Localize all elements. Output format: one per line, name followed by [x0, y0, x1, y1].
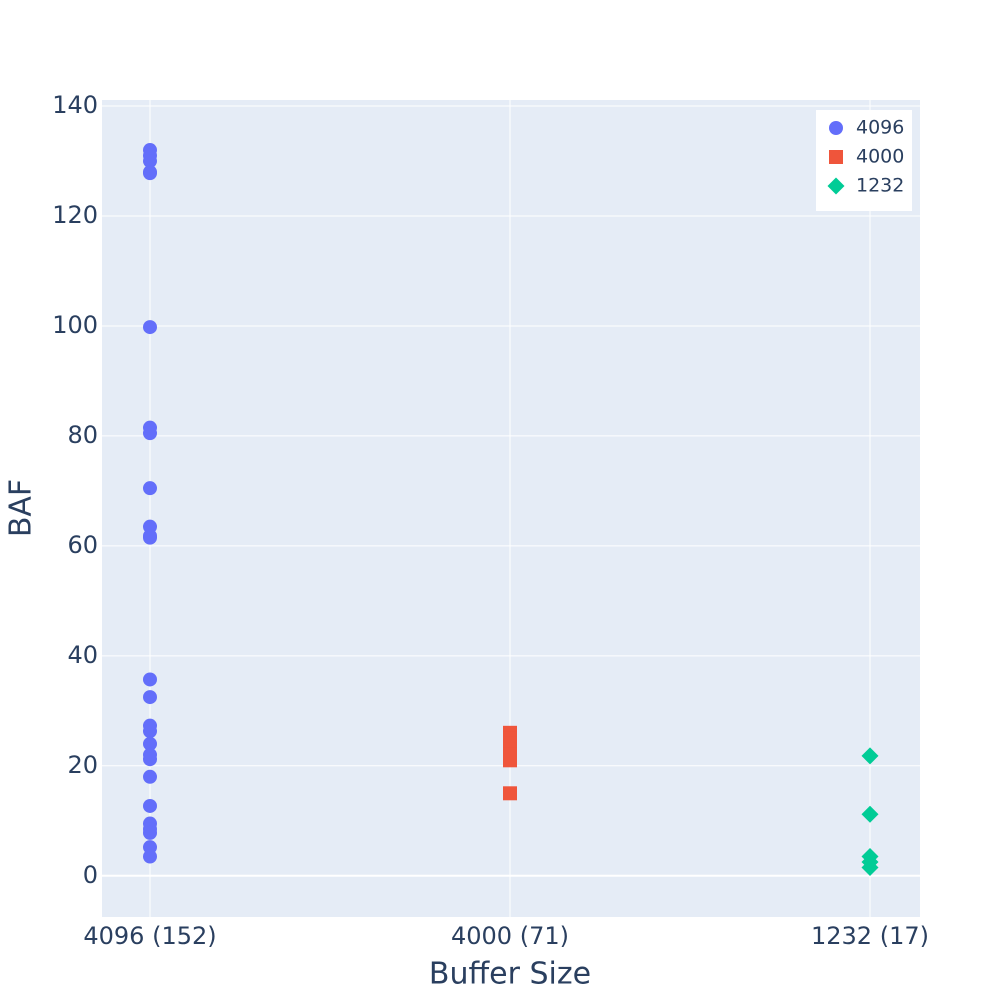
point [143, 849, 157, 864]
point [143, 481, 157, 496]
y-tick-label: 0 [83, 861, 98, 889]
point [143, 690, 157, 705]
point [143, 672, 157, 687]
legend-marker [829, 121, 843, 135]
point [503, 786, 517, 801]
legend-marker [827, 177, 845, 195]
x-tick-label: 1232 (17) [811, 922, 929, 950]
point [143, 769, 157, 784]
series [861, 747, 879, 877]
point [143, 798, 157, 813]
point [503, 753, 517, 768]
legend-label: 1232 [856, 175, 904, 197]
legend-label: 4096 [856, 117, 904, 139]
point [143, 154, 157, 169]
point [143, 752, 157, 767]
point [861, 805, 879, 823]
y-tick-label: 60 [67, 531, 98, 559]
y-tick-label: 40 [67, 641, 98, 669]
y-tick-label: 100 [52, 311, 98, 339]
y-tick-label: 80 [67, 421, 98, 449]
x-axis-title: Buffer Size [429, 957, 591, 992]
point [143, 530, 157, 545]
point [861, 859, 879, 877]
legend-marker [829, 150, 843, 164]
x-tick-label: 4096 (152) [83, 922, 216, 950]
plot-area [102, 100, 920, 917]
point [143, 426, 157, 441]
y-tick-label: 120 [52, 201, 98, 229]
series [143, 143, 157, 864]
point [143, 166, 157, 181]
point [143, 320, 157, 335]
point [143, 724, 157, 739]
y-tick-label: 140 [52, 91, 98, 119]
x-tick-label: 4000 (71) [451, 922, 569, 950]
legend-label: 4000 [856, 146, 904, 168]
point [861, 747, 879, 765]
series [503, 725, 517, 801]
y-tick-label: 20 [67, 751, 98, 779]
point [143, 736, 157, 751]
point [143, 825, 157, 840]
y-axis-title: BAF [4, 479, 39, 537]
